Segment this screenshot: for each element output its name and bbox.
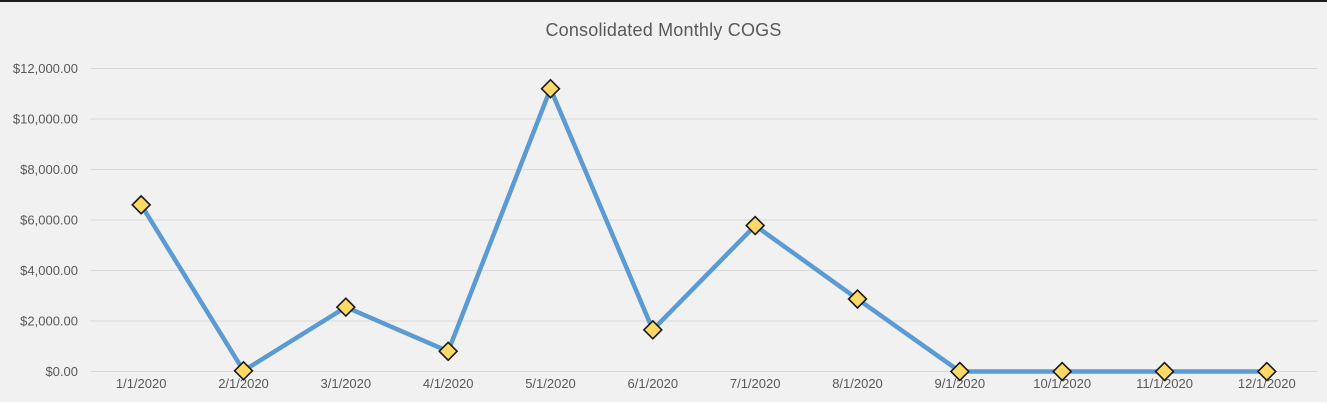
data-point-marker[interactable] [1154,361,1175,382]
series-line[interactable] [138,86,1270,374]
y-axis-tick-label: $12,000.00 [13,61,78,76]
x-axis-tick-label: 6/1/2020 [628,376,679,391]
x-axis-tick-label: 4/1/2020 [423,376,474,391]
data-point-marker[interactable] [642,319,663,340]
x-axis-tick-label: 10/1/2020 [1033,376,1091,391]
data-point-marker[interactable] [131,194,152,215]
y-axis-tick-label: $8,000.00 [20,162,78,177]
x-axis-tick-label: 9/1/2020 [935,376,986,391]
data-point-marker[interactable] [745,215,766,236]
data-point-marker[interactable] [949,361,970,382]
data-point-marker[interactable] [233,360,254,381]
data-point-marker[interactable] [1256,361,1277,382]
chart-title: Consolidated Monthly COGS [545,20,782,40]
x-axis-tick-label: 3/1/2020 [321,376,372,391]
data-point-marker[interactable] [335,297,356,318]
x-axis-tick-label: 8/1/2020 [832,376,883,391]
y-axis-tick-label: $0.00 [45,364,78,379]
x-axis-tick-label: 5/1/2020 [525,376,576,391]
data-point-marker[interactable] [540,78,561,99]
x-axis-tick-label: 1/1/2020 [116,376,167,391]
data-point-marker[interactable] [438,341,459,362]
x-axis-tick-label: 11/1/2020 [1136,376,1193,391]
x-axis-tick-label: 2/1/2020 [218,376,269,391]
x-axis-tick-label: 7/1/2020 [730,376,781,391]
y-axis-tick-label: $6,000.00 [20,213,78,228]
y-axis-tick-label: $4,000.00 [20,263,78,278]
data-point-marker[interactable] [847,288,868,310]
data-point-marker[interactable] [1052,361,1073,382]
y-axis-tick-label: $2,000.00 [20,314,78,329]
x-axis-tick-label: 12/1/2020 [1238,376,1296,391]
y-axis-tick-label: $10,000.00 [13,112,78,127]
